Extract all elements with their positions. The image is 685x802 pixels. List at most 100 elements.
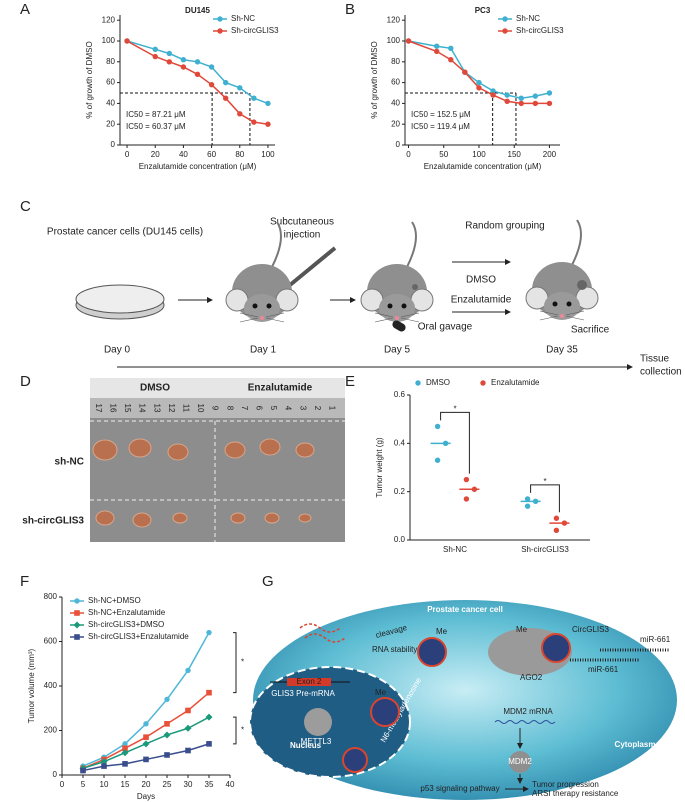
- dish: [75, 284, 165, 314]
- marker: [80, 767, 86, 774]
- marker: [206, 741, 212, 747]
- legend-label: Enzalutamide: [491, 378, 540, 387]
- label: miR-661: [588, 665, 619, 674]
- circrna: [541, 633, 571, 663]
- label: sh-circGLIS3: [22, 516, 84, 527]
- significance-bracket: [440, 411, 470, 474]
- legend-label: Sh-circGLIS3+DMSO: [88, 620, 164, 629]
- tumor: [295, 442, 315, 458]
- y-tick-label: 120: [102, 15, 116, 24]
- significance-label: *: [241, 658, 244, 667]
- mettl3: [304, 708, 332, 736]
- marker: [185, 667, 191, 674]
- label: Enzalutamide: [451, 295, 512, 306]
- circrna: [342, 747, 368, 773]
- x-tick-label: 60: [207, 150, 216, 159]
- y-tick-label: 0: [111, 140, 116, 149]
- tumor: [172, 512, 188, 524]
- legend-label: Sh-circGLIS3: [231, 26, 279, 35]
- ruler-number: 14: [138, 404, 147, 413]
- y-tick-label: 0: [53, 770, 58, 779]
- mouse-eye: [252, 303, 258, 309]
- series-line: [408, 40, 550, 99]
- annotation: IC50 = 87.21 μM: [126, 110, 186, 119]
- mouse-tail: [571, 219, 582, 266]
- marker: [208, 81, 215, 88]
- marker: [121, 749, 129, 757]
- panel-letter: E: [345, 373, 355, 390]
- label: Enzalutamide: [248, 383, 313, 394]
- marker: [532, 100, 539, 107]
- y-tick-label: 200: [44, 726, 58, 735]
- marker: [185, 747, 191, 754]
- y-tick-label: 0.4: [394, 438, 406, 447]
- x-tick-label: 5: [81, 780, 86, 789]
- label: Prostate cancer cells (DU145 cells): [47, 227, 203, 238]
- label: p53 signaling pathway: [420, 784, 499, 793]
- syringe: [288, 246, 337, 287]
- mouse-nose: [395, 316, 399, 320]
- marker: [434, 43, 440, 49]
- marker: [532, 93, 539, 99]
- y-tick-label: 800: [44, 592, 58, 601]
- label: ARSI therapy resistance: [532, 789, 619, 798]
- ruler-number: 8: [225, 406, 234, 411]
- x-tick-label: 0: [406, 150, 411, 159]
- mouse-head: [244, 294, 280, 322]
- marker: [251, 95, 257, 101]
- label: Prostate cancer cell: [427, 605, 503, 614]
- marker: [122, 761, 128, 767]
- whisker: [374, 312, 394, 323]
- marker: [502, 16, 508, 22]
- mrna: [494, 720, 556, 724]
- marker: [124, 38, 130, 44]
- label: Me: [436, 627, 448, 636]
- ruler-number: 17: [94, 404, 103, 413]
- label: sh-NC: [55, 457, 84, 468]
- tumor: [224, 441, 246, 459]
- label: MDM2: [508, 757, 532, 766]
- marker: [217, 28, 223, 34]
- point: [434, 423, 441, 430]
- label: CircGLIS3: [302, 780, 339, 789]
- mdm2: [509, 751, 531, 773]
- marker: [166, 50, 173, 57]
- marker: [101, 763, 107, 769]
- marker: [546, 90, 553, 96]
- marker: [504, 98, 510, 105]
- x-tick-label: 10: [100, 780, 109, 789]
- legend-label: Sh-NC: [516, 14, 540, 23]
- ruler-number: 15: [123, 404, 132, 413]
- panel-letter: G: [262, 573, 274, 590]
- mouse-eye: [387, 303, 393, 309]
- marker: [222, 79, 229, 86]
- y-axis-label: Tumor volume (mm³): [27, 648, 36, 723]
- tumor: [230, 512, 246, 524]
- mouse-tail: [271, 221, 282, 268]
- label: AGO2: [520, 673, 543, 682]
- mechanism: Prostate cancer cell Nucleus Cytoplasm E…: [249, 600, 677, 800]
- label: Me: [516, 625, 528, 634]
- series-line: [126, 40, 269, 105]
- panel-letter: D: [20, 373, 31, 390]
- y-tick-label: 0.6: [394, 390, 406, 399]
- label: Subcutaneous: [270, 217, 334, 228]
- whisker: [265, 312, 285, 323]
- header: [90, 378, 345, 398]
- significance-label: *: [543, 477, 546, 486]
- significance-bracket: [233, 716, 237, 745]
- x-tick-label: 35: [205, 780, 214, 789]
- x-tick-label: 40: [226, 780, 235, 789]
- marker: [194, 71, 201, 77]
- label: Tumor progression: [532, 780, 599, 789]
- marker: [74, 610, 80, 616]
- annotation: IC50 = 119.4 μM: [411, 122, 470, 131]
- marker: [546, 100, 553, 107]
- marker: [208, 64, 215, 70]
- x-tick-label: 80: [235, 150, 244, 159]
- marker: [476, 85, 482, 91]
- series-line: [126, 40, 269, 125]
- legend-label: Sh-circGLIS3: [516, 26, 564, 35]
- y-tick-label: 40: [106, 99, 115, 108]
- mouse-tail: [406, 221, 417, 268]
